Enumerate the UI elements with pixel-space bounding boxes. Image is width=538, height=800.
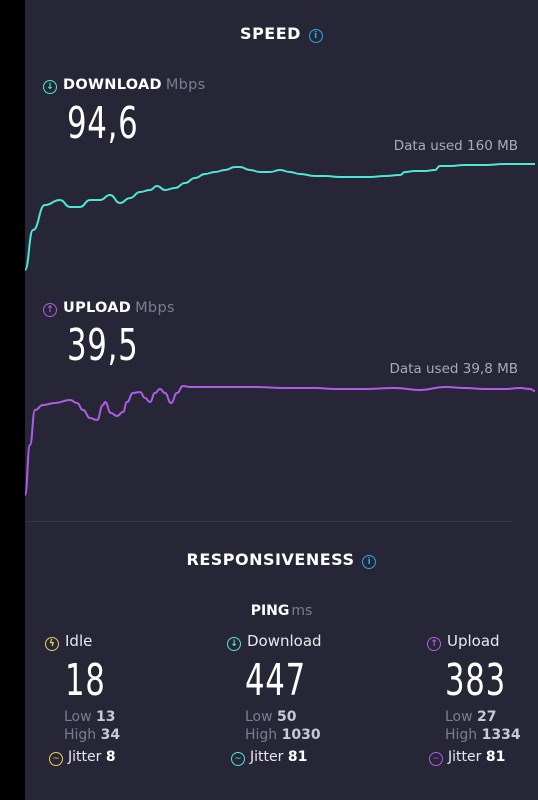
- jitter-icon: ~: [231, 752, 245, 766]
- ping-title: PING: [250, 603, 290, 619]
- upload-low-label: Low: [445, 709, 473, 725]
- jitter-icon: ~: [429, 752, 443, 766]
- ping-idle-column: ϟ Idle 18 Low 13 High 34 ~ Jitter 8: [45, 632, 123, 766]
- upload-label-row: ↑ UPLOAD Mbps: [43, 300, 175, 317]
- download-speed-value: 94,6: [67, 98, 139, 149]
- upload-jitter-label: Jitter: [448, 749, 482, 765]
- speed-title: SPEED: [240, 24, 301, 43]
- idle-jitter-label: Jitter: [68, 749, 102, 765]
- ping-upload-column: ↑ Upload 383 Low 27 High 1334 ~ Jitter 81: [427, 632, 532, 766]
- responsiveness-title: RESPONSIVENESS: [186, 550, 355, 569]
- ping-upload-value: 383: [445, 655, 506, 706]
- upload-low-value: 27: [477, 709, 497, 725]
- download-arrow-icon: ↓: [227, 637, 241, 651]
- idle-low-label: Low: [64, 709, 92, 725]
- upload-label: UPLOAD: [63, 300, 132, 316]
- ping-download-head: Download: [247, 632, 322, 650]
- upload-arrow-icon: ↑: [427, 637, 441, 651]
- download-label: DOWNLOAD: [63, 77, 162, 93]
- download-unit: Mbps: [165, 77, 206, 93]
- idle-icon: ϟ: [45, 637, 59, 651]
- idle-high-value: 34: [100, 727, 121, 743]
- download-speed-curve: [25, 163, 535, 271]
- ping-idle-value: 18: [65, 655, 106, 706]
- ping-label: PING ms: [25, 603, 538, 619]
- upload-high-label: High: [445, 727, 478, 743]
- ping-unit: ms: [291, 603, 313, 619]
- download-low-label: Low: [245, 709, 273, 725]
- upload-jitter-value: 81: [485, 749, 506, 765]
- idle-jitter-value: 8: [105, 749, 116, 765]
- upload-speed-value: 39,5: [67, 320, 139, 371]
- ping-upload-head: Upload: [447, 632, 500, 650]
- download-jitter-label: Jitter: [250, 749, 284, 765]
- download-low-value: 50: [277, 709, 297, 725]
- download-jitter-value: 81: [287, 749, 308, 765]
- speed-graphs: [25, 163, 536, 496]
- upload-speed-curve: [25, 384, 536, 496]
- speed-header: SPEED i: [25, 24, 538, 43]
- results-panel: SPEED i ↓ DOWNLOAD Mbps 94,6 Data used 160 …: [25, 0, 538, 800]
- download-high-label: High: [245, 727, 278, 743]
- upload-high-value: 1334: [481, 727, 521, 743]
- jitter-icon: ~: [49, 752, 63, 766]
- ping-download-value: 447: [245, 655, 306, 706]
- upload-data-used: Data used 39,8 MB: [389, 361, 518, 377]
- download-label-row: ↓ DOWNLOAD Mbps: [43, 77, 206, 94]
- info-icon[interactable]: i: [362, 555, 377, 569]
- upload-unit: Mbps: [135, 300, 175, 316]
- ping-download-column: ↓ Download 447 Low 50 High 1030 ~ Jitter 8…: [227, 632, 332, 766]
- download-data-used: Data used 160 MB: [393, 138, 518, 154]
- upload-arrow-icon: ↑: [43, 303, 57, 317]
- idle-high-label: High: [64, 727, 97, 743]
- info-icon[interactable]: i: [308, 29, 323, 43]
- ping-idle-head: Idle: [65, 632, 93, 650]
- download-arrow-icon: ↓: [43, 80, 57, 94]
- idle-low-value: 13: [96, 709, 116, 725]
- download-high-value: 1030: [281, 727, 321, 743]
- responsiveness-header: RESPONSIVENESS i: [25, 550, 538, 569]
- section-divider: [25, 521, 513, 522]
